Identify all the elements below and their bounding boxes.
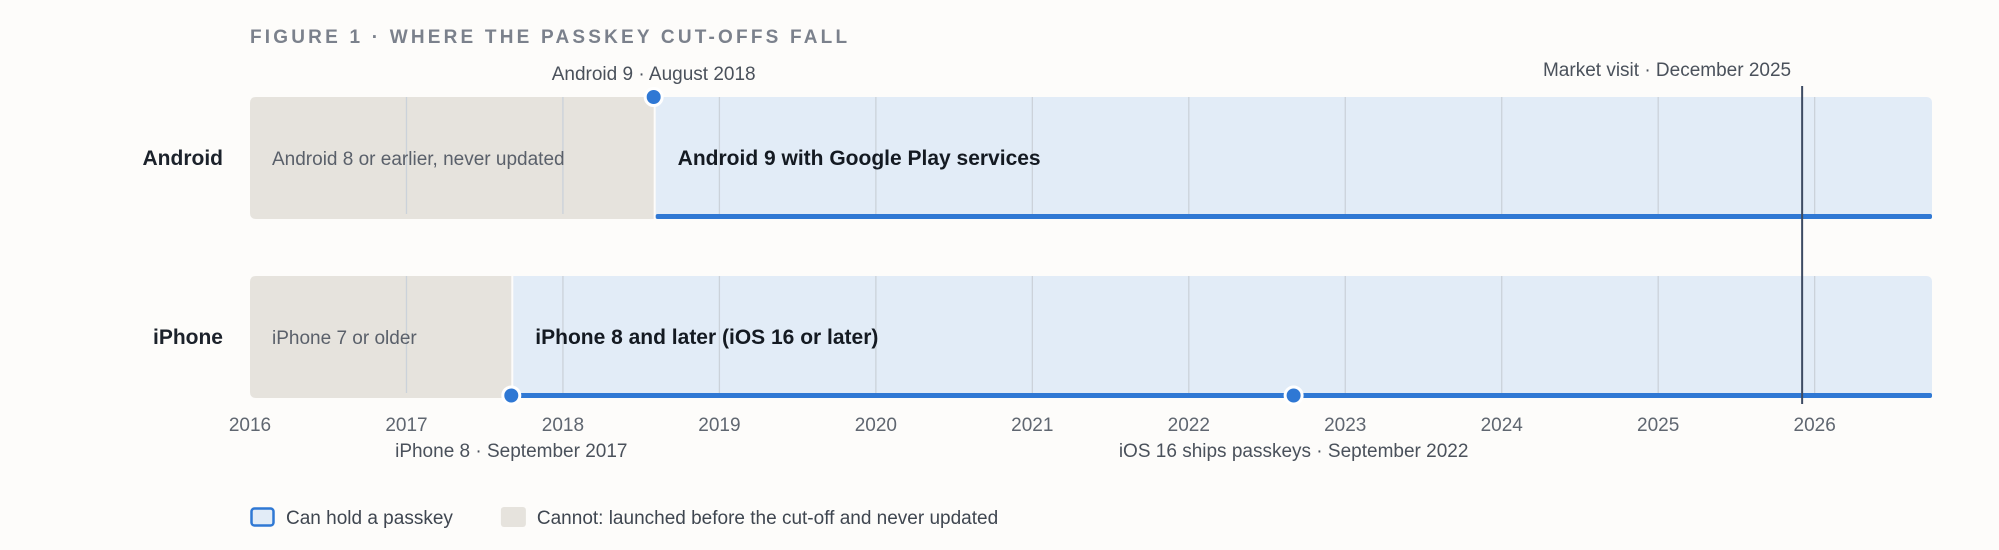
x-tick-label: 2026 bbox=[1794, 415, 1836, 436]
marker-layer: Market visit · December 2025 bbox=[1543, 60, 1804, 404]
x-tick-label: 2017 bbox=[385, 415, 427, 436]
x-tick-label: 2016 bbox=[229, 415, 271, 436]
x-tick-label: 2023 bbox=[1324, 415, 1366, 436]
x-tick-label: 2022 bbox=[1168, 415, 1210, 436]
x-tick-label: 2025 bbox=[1637, 415, 1679, 436]
segment-cannot-hold bbox=[250, 97, 654, 219]
x-axis: 2016 2017 2018 2019 2020 2021 2022 2023 2024 2025… bbox=[229, 415, 1836, 436]
legend-label: Cannot: launched before the cut-off and … bbox=[537, 508, 998, 529]
legend-item-cannot: Cannot: launched before the cut-off and … bbox=[500, 507, 998, 529]
legend-swatch-cannot bbox=[500, 507, 526, 527]
chart-title: FIGURE 1 · WHERE THE PASSKEY CUT-OFFS FA… bbox=[250, 27, 850, 48]
segment-cannot-hold bbox=[250, 276, 512, 398]
x-tick-label: 2018 bbox=[542, 415, 584, 436]
market-visit-label: Market visit · December 2025 bbox=[1543, 60, 1791, 81]
segment-can-hold bbox=[655, 97, 1933, 219]
row-iphone: iPhone bbox=[153, 276, 1932, 398]
event-label: iOS 16 ships passkeys · September 2022 bbox=[1119, 441, 1469, 462]
row-label: iPhone bbox=[153, 326, 223, 349]
segment-label: Android 8 or earlier, never updated bbox=[272, 149, 565, 170]
event-dot bbox=[501, 385, 522, 406]
legend-item-can: Can hold a passkey bbox=[250, 507, 453, 529]
segment-label: Android 9 with Google Play services bbox=[678, 147, 1041, 170]
segment-label: iPhone 8 and later (iOS 16 or later) bbox=[535, 326, 878, 349]
legend-label: Can hold a passkey bbox=[286, 508, 453, 529]
event-label: Android 9 · August 2018 bbox=[552, 64, 756, 85]
x-tick-label: 2019 bbox=[698, 415, 740, 436]
passkey-capable-line bbox=[655, 214, 1933, 219]
passkey-capable-line bbox=[513, 393, 1932, 398]
row-android: Android bbox=[143, 97, 1933, 219]
segment-can-hold bbox=[513, 276, 1932, 398]
x-tick-label: 2021 bbox=[1011, 415, 1053, 436]
x-tick-label: 2020 bbox=[855, 415, 897, 436]
rows-layer: Android iPhone bbox=[143, 97, 1933, 398]
legend-swatch-can bbox=[250, 507, 275, 527]
row-label: Android bbox=[143, 147, 223, 170]
legend: Can hold a passkey Cannot: launched befor… bbox=[250, 507, 998, 529]
events-layer: Android 9 · August 2018 iPhone 8 · Septem… bbox=[395, 64, 1468, 462]
segment-label: iPhone 7 or older bbox=[272, 328, 417, 349]
event-dot bbox=[1283, 385, 1304, 406]
event-label: iPhone 8 · September 2017 bbox=[395, 441, 627, 462]
x-tick-label: 2024 bbox=[1481, 415, 1524, 436]
grid-layer bbox=[405, 97, 1816, 393]
event-dot bbox=[643, 87, 664, 107]
